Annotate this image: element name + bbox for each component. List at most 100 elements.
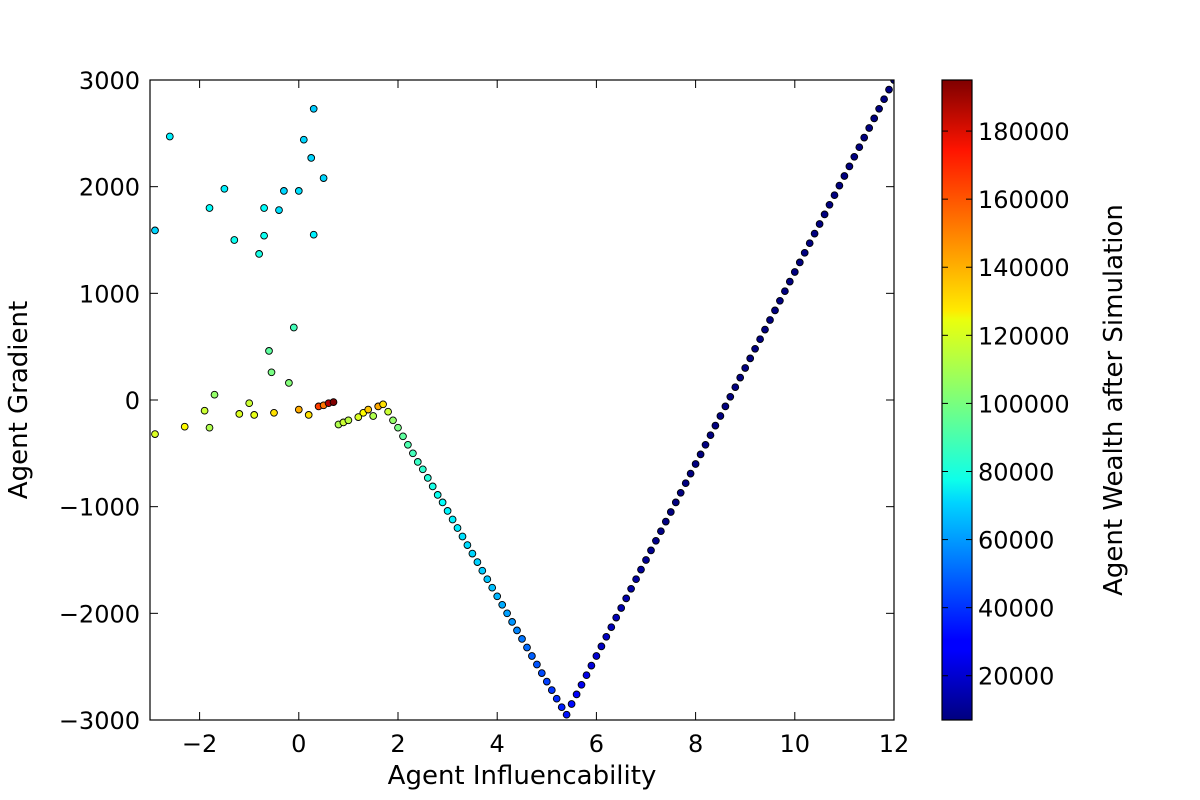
scatter-point [533, 660, 541, 669]
scatter-point [795, 258, 804, 267]
scatter-point [542, 677, 551, 686]
scatter-point [260, 231, 268, 240]
scatter-point [503, 609, 511, 618]
y-tick-label: −2000 [59, 600, 140, 628]
scatter-point [473, 558, 482, 566]
scatter-point [205, 204, 214, 212]
scatter-point [255, 250, 263, 258]
colorbar-tick-label: 60000 [978, 527, 1054, 555]
scatter-point [151, 226, 159, 235]
scatter-point [309, 230, 318, 239]
scatter-point [265, 347, 273, 355]
scatter-point [438, 498, 447, 507]
y-axis-ticks: −3000 −2000 −1000 0 1000 2000 3000 [59, 67, 894, 735]
y-tick-label: 2000 [79, 174, 140, 202]
colorbar-tick-label: 180000 [978, 118, 1070, 146]
scatter-point [210, 390, 219, 399]
scatter-point [275, 206, 283, 214]
scatter-point [389, 416, 397, 425]
scatter-point [850, 152, 859, 161]
colorbar-ticks: 20000 40000 60000 80000 100000 120000 140000 16… [942, 118, 1070, 691]
x-tick-label: 6 [589, 730, 604, 758]
scatter-point [885, 85, 893, 94]
x-tick-label: 8 [688, 730, 703, 758]
scatter-point [493, 592, 502, 601]
scatter-point [413, 458, 422, 466]
scatter-point [622, 594, 631, 603]
scatter-point [686, 469, 695, 478]
scatter-point [865, 124, 874, 132]
scatter-point [562, 710, 571, 719]
scatter-point [418, 465, 427, 474]
x-tick-label: −2 [182, 730, 217, 758]
scatter-point [205, 423, 214, 432]
scatter-point [711, 421, 720, 430]
scatter-point [384, 407, 392, 416]
colorbar-tick-label: 160000 [978, 186, 1070, 214]
scatter-point [855, 143, 864, 152]
scatter-point [270, 408, 278, 417]
scatter-point [726, 392, 735, 401]
scatter-point [637, 565, 645, 574]
scatter-point [657, 527, 665, 536]
scatter-point [825, 200, 834, 209]
scatter-point [364, 405, 373, 414]
scatter-point [666, 508, 675, 516]
scatter-point [577, 680, 586, 689]
y-axis-label: Agent Gradient [4, 301, 34, 499]
scatter-point [165, 132, 174, 141]
scatter-point [627, 584, 635, 593]
x-tick-label: 0 [291, 730, 306, 758]
scatter-point [751, 344, 759, 353]
scatter-point [632, 575, 640, 584]
scatter-point [379, 400, 387, 409]
scatter-point [746, 354, 755, 363]
scatter-point [307, 154, 316, 162]
scatter-point [299, 135, 308, 144]
x-tick-label: 12 [879, 730, 910, 758]
scatter-point [800, 248, 809, 257]
scatter-point [260, 204, 268, 212]
y-tick-label: 1000 [79, 280, 140, 308]
scatter-point [592, 652, 601, 660]
scatter-point [537, 669, 546, 677]
scatter-point [602, 632, 611, 641]
scatter-point [701, 440, 710, 449]
scatter-point [250, 411, 259, 419]
scatter-point [285, 379, 293, 387]
scatter-point [820, 210, 829, 219]
scatter-point [781, 287, 789, 296]
scatter-point [681, 479, 690, 488]
y-tick-label: 3000 [79, 67, 140, 95]
scatter-point [280, 187, 288, 195]
scatter-point [736, 373, 745, 382]
scatter-point [423, 474, 432, 482]
x-axis-label: Agent Influencability [388, 761, 657, 791]
scatter-point [840, 172, 849, 180]
scatter-point [309, 104, 318, 113]
scatter-point [483, 575, 492, 584]
scatter-point [518, 635, 526, 643]
colorbar-tick-label: 120000 [978, 322, 1070, 350]
scatter-point [860, 133, 869, 142]
scatter-point [607, 623, 616, 632]
scatter-point [304, 411, 313, 419]
y-tick-label: 0 [125, 387, 140, 415]
scatter-point [552, 694, 561, 703]
scatter-point [409, 449, 417, 458]
x-axis-ticks: −2 0 2 4 6 8 10 12 [182, 80, 909, 758]
scatter-point [448, 515, 457, 524]
scatter-point [721, 402, 730, 411]
scatter-point [647, 546, 655, 555]
scatter-point [433, 491, 442, 499]
scatter-point [716, 412, 725, 420]
scatter-point [652, 536, 660, 545]
scatter-point [572, 690, 581, 699]
scatter-point [875, 104, 883, 113]
x-tick-label: 2 [390, 730, 405, 758]
scatter-point [478, 566, 487, 575]
colorbar-tick-label: 100000 [978, 390, 1070, 418]
scatter-point [612, 613, 621, 622]
scatter-point [488, 583, 497, 592]
